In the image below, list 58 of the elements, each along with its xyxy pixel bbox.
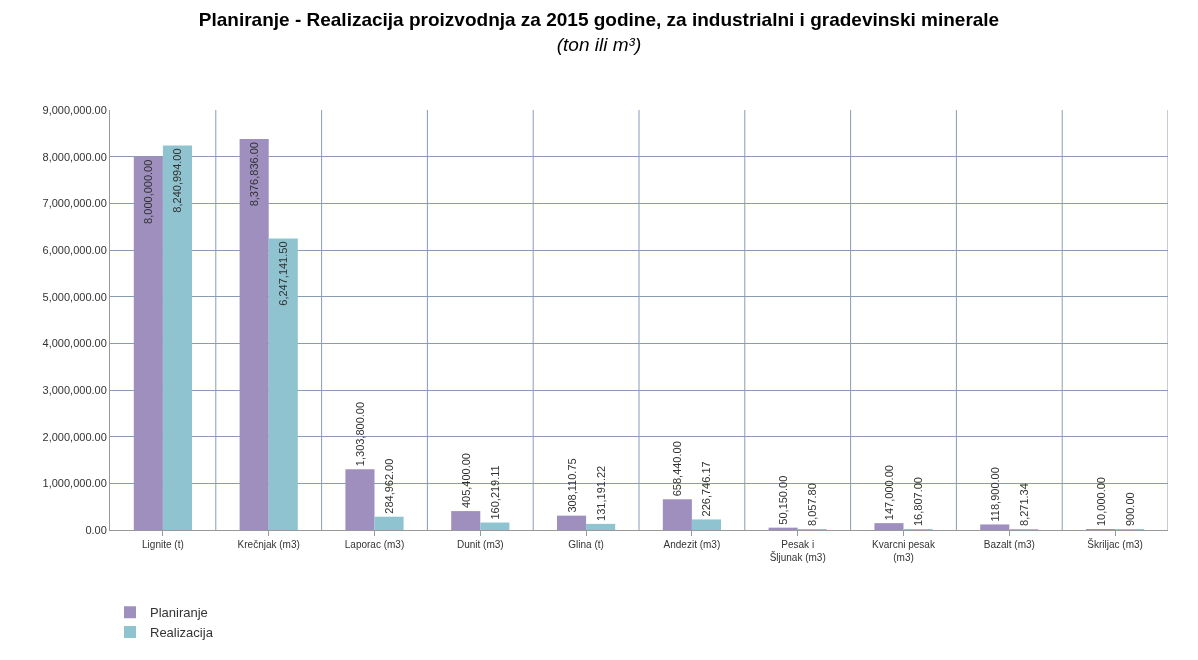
data-label: 6,247,141.50 [277,241,290,306]
bar [239,139,269,530]
bar [480,522,510,530]
bar [874,523,904,530]
data-label: 147,000.00 [882,465,895,521]
data-label: 131,191.22 [594,465,607,521]
data-label: 16,807.00 [912,477,925,526]
bar [980,524,1010,530]
data-label: 8,000,000.00 [142,159,155,224]
y-tick-label: 7,000,000.00 [42,197,107,210]
y-tick-label: 5,000,000.00 [42,290,107,303]
x-tick-label: Krečnjak (m3) [237,539,300,550]
data-label: 160,219.11 [488,465,501,520]
data-label: 8,240,994.00 [171,148,184,213]
y-tick-label: 1,000,000.00 [42,477,107,490]
data-label: 118,900.00 [988,467,1001,522]
x-tick-label: Andezit (m3) [663,539,721,550]
x-tick-label: Laporac (m3) [344,539,405,550]
legend-label: Realizacija [150,625,214,641]
bar [557,515,587,530]
data-label: 8,057.80 [806,483,819,526]
x-tick-label: Kvarcni pesak (m3) [872,539,936,563]
y-tick-label: 0.00 [85,523,107,536]
data-label: 900.00 [1123,492,1136,526]
legend-label: Planiranje [150,605,208,621]
bar [162,145,192,530]
bar [345,469,375,530]
y-tick-label: 3,000,000.00 [42,383,107,396]
y-tick-label: 4,000,000.00 [42,337,107,350]
data-label: 8,376,836.00 [248,142,261,207]
bar [133,156,163,530]
x-tick-label: Pesak i Šljunak (m3) [769,539,826,563]
x-tick-label: Glina (t) [568,539,604,550]
y-tick-label: 8,000,000.00 [42,150,107,163]
x-tick-label: Bazalt (m3) [983,539,1035,550]
data-label: 226,746.17 [700,461,713,517]
chart-title: Planiranje - Realizacija proizvodnja za 2015 godine, za industrialni i gradevinski minerale [198,9,1000,31]
bar [451,511,481,530]
data-label: 405,400.00 [459,453,472,509]
data-label: 658,440.00 [671,441,684,497]
y-tick-label: 6,000,000.00 [42,243,107,256]
x-tick-label: Škriljac (m3) [1087,538,1143,550]
bar [586,523,616,530]
bar [691,519,721,530]
data-label: 8,271.34 [1017,483,1030,526]
bar [268,238,298,530]
x-tick-label: Dunit (m3) [456,539,504,550]
data-label: 308,110.75 [565,458,578,513]
bar [374,516,404,530]
bar [662,499,692,530]
data-label: 1,303,800.00 [353,401,366,467]
x-tick-label: Lignite (t) [142,539,184,550]
data-label: 284,962.00 [383,458,396,514]
chart-subtitle: (ton ili m³) [556,34,642,56]
y-tick-label: 2,000,000.00 [42,430,107,443]
data-label: 10,000.00 [1094,477,1107,526]
data-label: 50,150.00 [777,475,790,525]
y-tick-label: 9,000,000.00 [42,103,107,116]
